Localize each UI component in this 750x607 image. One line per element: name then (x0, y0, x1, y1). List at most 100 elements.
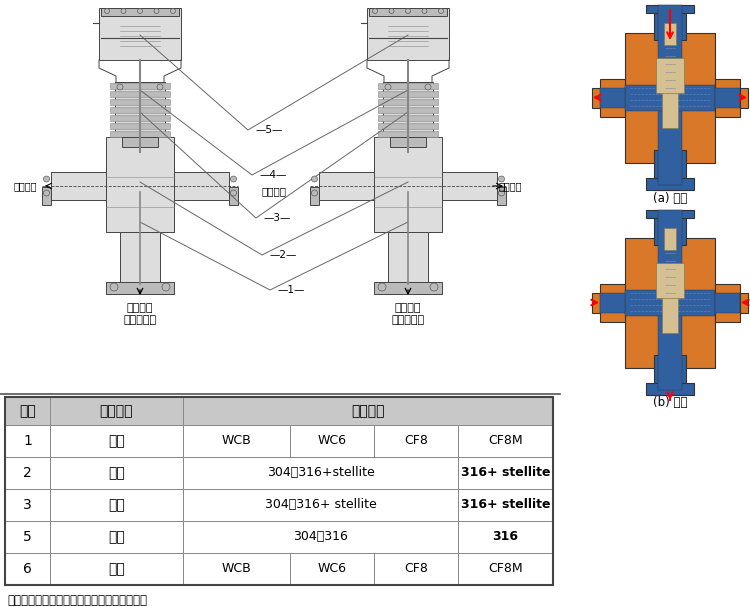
Bar (656, 262, 684, 297)
Text: 水平通道: 水平通道 (262, 186, 286, 196)
Bar (183, 457, 458, 489)
Bar (99, 8, 181, 60)
Text: 水平通道: 水平通道 (498, 181, 522, 191)
Bar (50, 489, 183, 521)
Bar (662, 273, 678, 333)
Circle shape (385, 84, 391, 90)
Text: 1: 1 (23, 434, 32, 448)
Bar (50, 521, 183, 553)
Bar (658, 5, 682, 185)
Bar (646, 178, 694, 190)
Bar (458, 489, 553, 521)
Bar (458, 457, 553, 489)
Bar (374, 425, 458, 457)
Text: 304、316+ stellite: 304、316+ stellite (265, 498, 376, 512)
Text: 零件名称: 零件名称 (100, 404, 134, 418)
Bar (290, 553, 374, 585)
Bar (319, 172, 374, 200)
Bar (378, 131, 438, 137)
Bar (662, 67, 678, 127)
Text: 316+ stellite: 316+ stellite (460, 467, 550, 480)
Bar (600, 293, 625, 313)
Bar (378, 123, 438, 129)
Bar (5, 489, 50, 521)
Text: 垂直通道: 垂直通道 (394, 303, 422, 313)
Bar (367, 8, 449, 60)
Bar (458, 425, 553, 457)
Bar (715, 78, 740, 117)
Text: 三通分流型: 三通分流型 (124, 315, 157, 325)
Bar (174, 172, 229, 200)
Circle shape (425, 84, 431, 90)
Text: 阀芯: 阀芯 (108, 498, 124, 512)
Bar (625, 84, 715, 110)
Bar (656, 58, 684, 92)
Bar (374, 553, 458, 585)
Circle shape (439, 8, 443, 13)
Text: CF8: CF8 (404, 435, 428, 447)
Circle shape (311, 176, 317, 182)
Bar (183, 489, 458, 521)
Bar (110, 91, 170, 97)
Bar (458, 521, 553, 553)
Circle shape (230, 190, 236, 196)
Bar (50, 553, 183, 585)
Bar (122, 137, 158, 147)
Text: 304、316: 304、316 (293, 531, 348, 543)
Circle shape (499, 190, 505, 196)
Bar (50, 397, 183, 425)
Circle shape (230, 176, 236, 182)
Bar (383, 82, 433, 137)
Bar (120, 232, 160, 282)
Text: —5—: —5— (256, 125, 284, 135)
Bar (374, 282, 442, 294)
Bar (50, 425, 183, 457)
Bar (42, 187, 51, 205)
Circle shape (162, 283, 170, 291)
Text: 阀体: 阀体 (108, 434, 124, 448)
Circle shape (311, 190, 317, 196)
Bar (183, 397, 553, 425)
Bar (378, 99, 438, 105)
Text: 6: 6 (23, 562, 32, 576)
Text: 三通合流型: 三通合流型 (392, 315, 424, 325)
Circle shape (117, 84, 123, 90)
Bar (654, 150, 686, 190)
Text: —4—: —4— (260, 170, 287, 180)
Bar (310, 187, 319, 205)
Bar (5, 553, 50, 585)
Circle shape (154, 8, 159, 13)
Bar (5, 397, 553, 585)
Circle shape (121, 8, 126, 13)
Bar (110, 131, 170, 137)
Bar (51, 172, 106, 200)
Bar (50, 457, 183, 489)
Bar (715, 87, 740, 107)
Bar (106, 137, 174, 232)
Bar (5, 521, 50, 553)
Text: 序号: 序号 (20, 404, 36, 418)
Circle shape (422, 8, 427, 13)
Bar (5, 425, 50, 457)
Text: 阀杆: 阀杆 (108, 530, 124, 544)
Text: 5: 5 (23, 530, 32, 544)
Bar (115, 82, 165, 137)
Bar (654, 5, 686, 40)
Bar (740, 293, 748, 313)
Bar (388, 232, 428, 282)
Text: CF8M: CF8M (488, 435, 523, 447)
Bar (110, 123, 170, 129)
Bar (183, 553, 290, 585)
Text: 常用材料: 常用材料 (351, 404, 385, 418)
Circle shape (44, 176, 50, 182)
Circle shape (378, 283, 386, 291)
Text: —1—: —1— (278, 285, 305, 295)
Text: —3—: —3— (264, 213, 291, 223)
Circle shape (110, 283, 118, 291)
Bar (654, 210, 686, 245)
Bar (600, 283, 625, 322)
Circle shape (389, 8, 394, 13)
Bar (458, 553, 553, 585)
Bar (646, 5, 694, 13)
Text: 3: 3 (23, 498, 32, 512)
